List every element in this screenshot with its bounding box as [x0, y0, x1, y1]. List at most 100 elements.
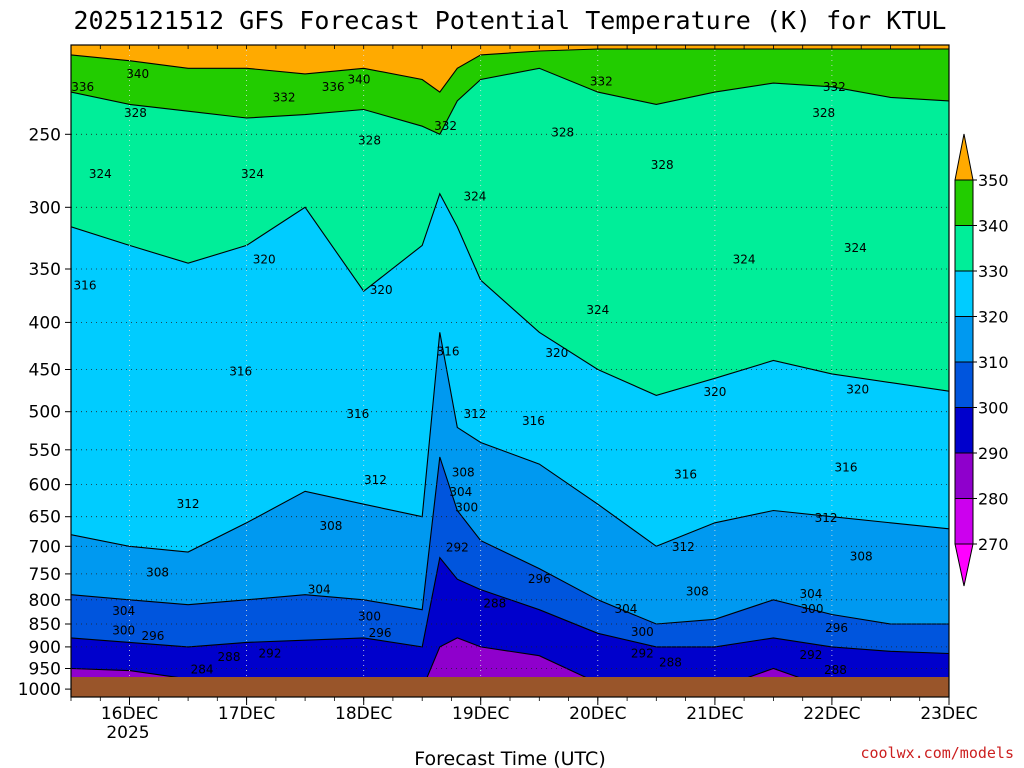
y-tick-label-750: 750 [29, 565, 61, 585]
colorbar-label-310: 310 [978, 353, 1009, 372]
colorbar-box-310 [954, 361, 974, 408]
contour-label-8: 328 [124, 106, 147, 120]
contour-label-7: 332 [823, 80, 846, 94]
y-tick-label-300: 300 [29, 198, 61, 218]
y-tick-label-250: 250 [29, 125, 61, 145]
chart-title: 2025121512 GFS Forecast Potential Temper… [74, 6, 947, 35]
y-tick-label-450: 450 [29, 361, 61, 381]
y-tick-label-600: 600 [29, 476, 61, 496]
contour-label-22: 320 [703, 385, 726, 399]
colorbar-bottom-triangle [954, 543, 974, 587]
contour-label-36: 308 [319, 519, 342, 533]
x-tick-label-23DEC: 23DEC [920, 704, 977, 724]
y-tick-label-850: 850 [29, 615, 61, 635]
contour-label-27: 316 [437, 344, 460, 358]
x-tick-label-17DEC: 17DEC [218, 704, 275, 724]
contour-label-15: 324 [463, 189, 486, 203]
y-tick-label-1000: 1000 [18, 680, 61, 700]
contour-label-34: 312 [672, 540, 695, 554]
colorbar-box-340 [954, 225, 974, 272]
contour-label-59: 288 [483, 596, 506, 610]
contour-label-1: 336 [71, 80, 94, 94]
x-tick-label-22DEC: 22DEC [803, 704, 860, 724]
contour-label-3: 336 [322, 80, 345, 94]
isentrope-300 [71, 456, 949, 625]
contour-label-48: 300 [112, 624, 135, 638]
contour-label-49: 300 [631, 625, 654, 639]
terrain-ground [71, 677, 949, 697]
colorbar-box-330 [954, 270, 974, 317]
contour-label-23: 320 [846, 383, 869, 397]
contour-label-5: 332 [434, 119, 457, 133]
contour-label-54: 296 [825, 621, 848, 635]
contour-label-17: 324 [844, 241, 867, 255]
contour-label-39: 308 [686, 585, 709, 599]
x-tick-label-21DEC: 21DEC [686, 704, 743, 724]
colorbar-box-280 [954, 498, 974, 545]
y-tick-label-350: 350 [29, 260, 61, 280]
contour-label-24: 316 [74, 279, 97, 293]
contour-label-50: 300 [801, 602, 824, 616]
contour-label-35: 312 [815, 511, 838, 525]
colorbar-label-330: 330 [978, 262, 1009, 281]
contour-label-6: 332 [590, 74, 613, 88]
contour-label-57: 292 [631, 647, 654, 661]
contour-label-30: 316 [835, 461, 858, 475]
contour-label-62: 288 [824, 663, 847, 677]
y-tick-label-650: 650 [29, 508, 61, 528]
colorbar-top-triangle [954, 133, 974, 181]
contour-label-11: 328 [651, 158, 674, 172]
contour-label-45: 304 [799, 587, 822, 601]
credit-text[interactable]: coolwx.com/models [860, 744, 1014, 762]
contour-label-61: 288 [659, 656, 682, 670]
contour-label-58: 292 [799, 648, 822, 662]
contour-label-42: 304 [308, 583, 331, 597]
contour-label-12: 328 [812, 106, 835, 120]
isentrope-310 [71, 332, 949, 553]
colorbar-box-290 [954, 452, 974, 499]
contour-label-43: 304 [112, 604, 135, 618]
contour-label-19: 320 [253, 253, 276, 267]
y-tick-label-400: 400 [29, 313, 61, 333]
contour-label-41: 304 [449, 485, 472, 499]
contour-label-46: 300 [455, 500, 478, 514]
colorbar-label-270: 270 [978, 535, 1009, 554]
colorbar-label-350: 350 [978, 171, 1009, 190]
isentrope-290 [71, 556, 949, 655]
contour-label-25: 316 [229, 364, 252, 378]
contour-label-29: 316 [674, 468, 697, 482]
y-axis: 250 300 350 400 450 500 550 600 650 700 750 800 850 9… [18, 125, 71, 700]
x-year-label: 2025 [106, 723, 149, 743]
contour-label-16: 324 [733, 253, 756, 267]
contour-label-37: 308 [452, 466, 475, 480]
isentrope-320 [71, 192, 949, 396]
contour-label-10: 328 [551, 126, 574, 140]
band-below-280 [71, 637, 949, 697]
contour-label-20: 320 [370, 283, 393, 297]
isentrope-lines [71, 48, 949, 690]
x-tick-label-16DEC: 16DEC [101, 704, 158, 724]
colorbar-box-300 [954, 407, 974, 454]
x-tick-label-19DEC: 19DEC [452, 704, 509, 724]
y-tick-label-950: 950 [29, 660, 61, 680]
isentrope-340 [71, 48, 949, 93]
y-tick-label-700: 700 [29, 537, 61, 557]
contour-label-9: 328 [358, 134, 381, 148]
temperature-bands [71, 49, 949, 697]
contour-label-28: 316 [522, 414, 545, 428]
colorbar-box-350 [954, 179, 974, 226]
contour-label-51: 296 [528, 572, 551, 586]
contour-label-13: 324 [89, 167, 112, 181]
band-below-290 [71, 557, 949, 697]
x-axis-label: Forecast Time (UTC) [414, 748, 605, 768]
y-tick-label-800: 800 [29, 591, 61, 611]
colorbar-label-300: 300 [978, 399, 1009, 418]
contour-label-2: 332 [273, 90, 296, 104]
contour-label-14: 324 [241, 167, 264, 181]
contour-label-0: 340 [126, 67, 149, 81]
colorbar-box-320 [954, 316, 974, 363]
contour-label-63: 284 [191, 662, 214, 676]
x-tick-label-18DEC: 18DEC [335, 704, 392, 724]
